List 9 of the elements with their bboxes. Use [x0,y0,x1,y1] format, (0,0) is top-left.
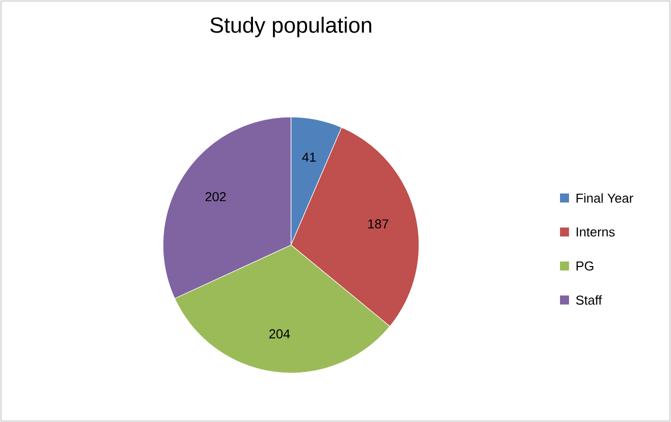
data-label: 41 [302,152,316,162]
legend-label: Final Year [576,193,634,203]
legend-label: Interns [576,227,615,237]
chart-title: Study population [210,16,372,38]
data-label: 202 [205,192,226,202]
data-label: 204 [269,329,290,338]
legend-label: Staff [576,295,602,305]
legend-label: PG [576,261,594,271]
data-label: 187 [368,219,388,228]
